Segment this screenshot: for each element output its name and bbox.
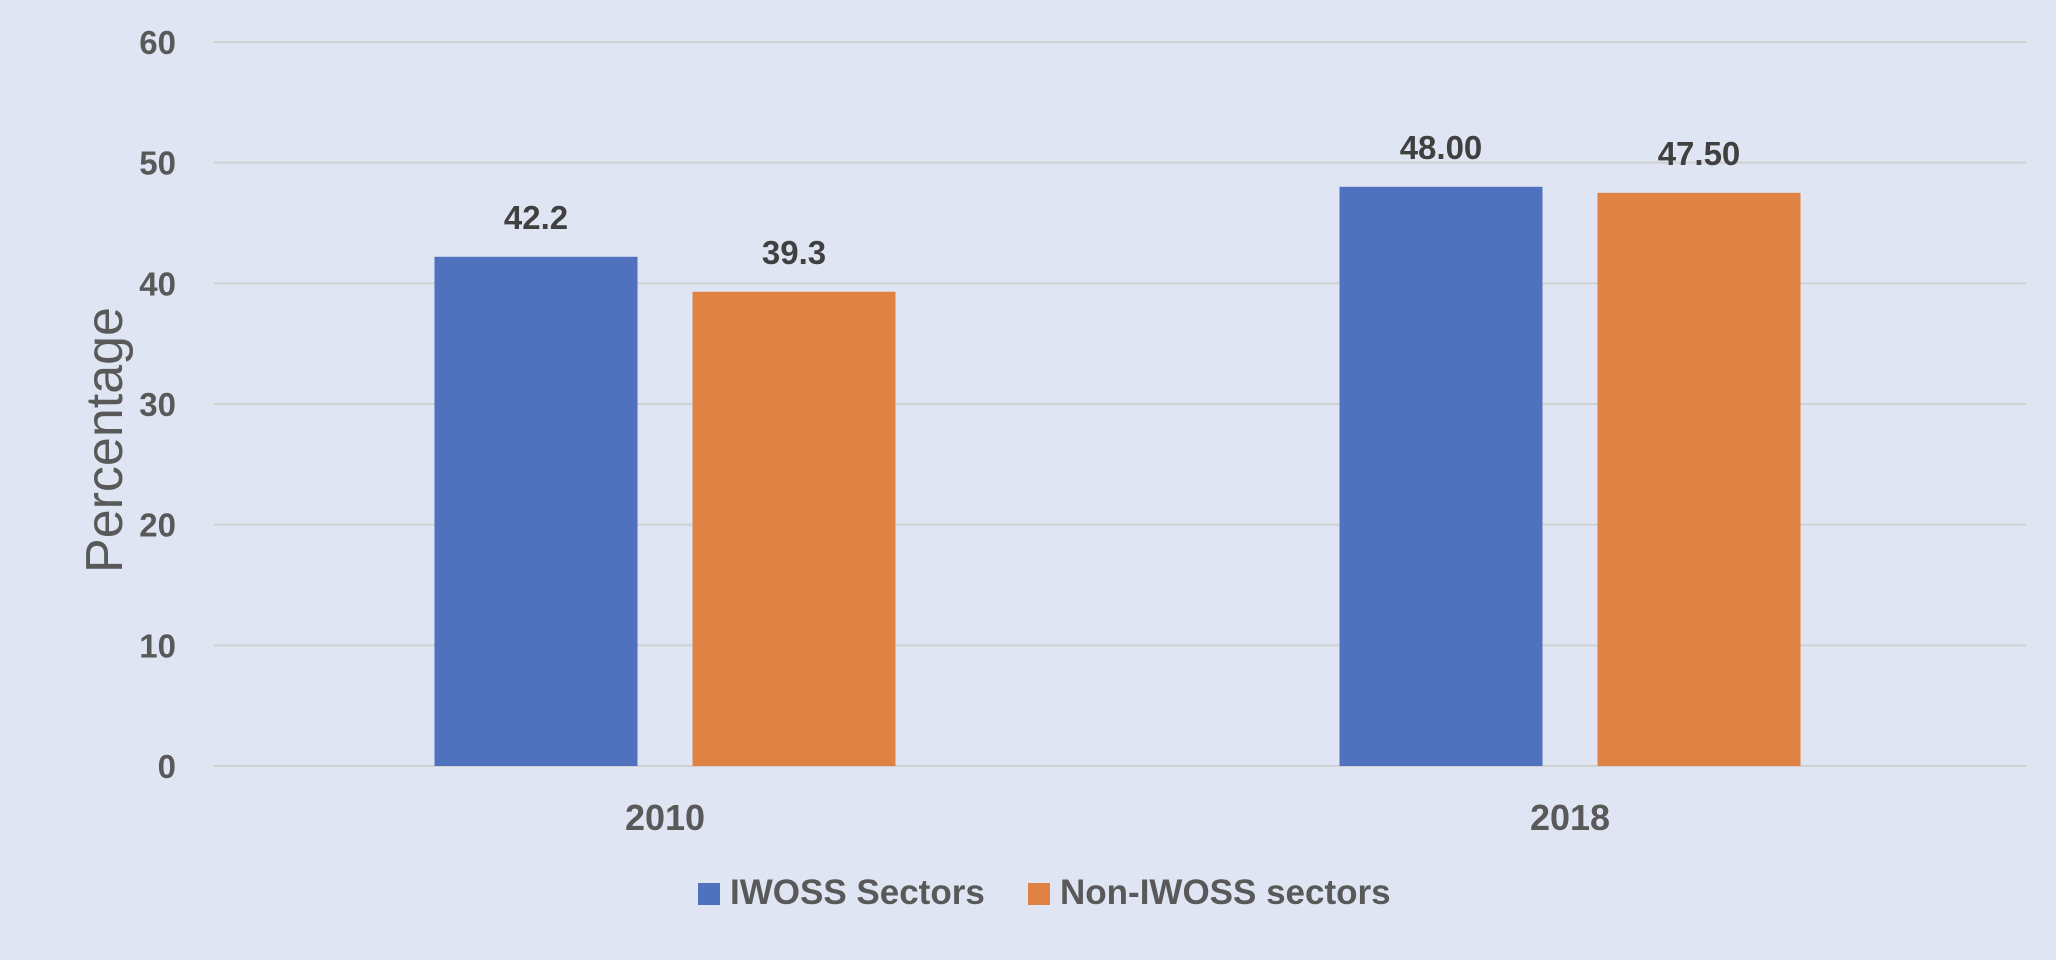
x-category-label: 2018: [1530, 797, 1610, 838]
y-tick-label: 0: [158, 748, 176, 785]
data-labels: 42.2 39.3 48.00 47.50: [504, 129, 1740, 271]
bars: [434, 186, 1801, 767]
y-tick-label: 10: [139, 627, 176, 664]
x-category-label: 2010: [625, 797, 705, 838]
y-axis-label: Percentage: [76, 307, 134, 573]
data-label: 39.3: [762, 234, 826, 271]
y-tick-label: 60: [139, 24, 176, 61]
y-tick-label: 50: [139, 145, 176, 182]
data-label: 47.50: [1658, 135, 1741, 172]
data-label: 42.2: [504, 199, 568, 236]
x-axis-categories: 2010 2018: [625, 797, 1610, 838]
data-label: 48.00: [1400, 129, 1483, 166]
y-tick-label: 30: [139, 386, 176, 423]
legend-swatch: [1028, 883, 1050, 905]
bar: [434, 256, 638, 766]
legend-label: IWOSS Sectors: [730, 873, 985, 912]
y-axis-ticks: 0 10 20 30 40 50 60: [139, 24, 176, 785]
bar: [692, 291, 896, 766]
y-tick-label: 20: [139, 507, 176, 544]
bar: [1597, 192, 1801, 767]
bar: [1339, 186, 1543, 767]
legend-label: Non-IWOSS sectors: [1060, 873, 1391, 912]
legend-swatch: [698, 883, 720, 905]
y-tick-label: 40: [139, 265, 176, 302]
legend: IWOSS Sectors Non-IWOSS sectors: [698, 873, 1391, 912]
